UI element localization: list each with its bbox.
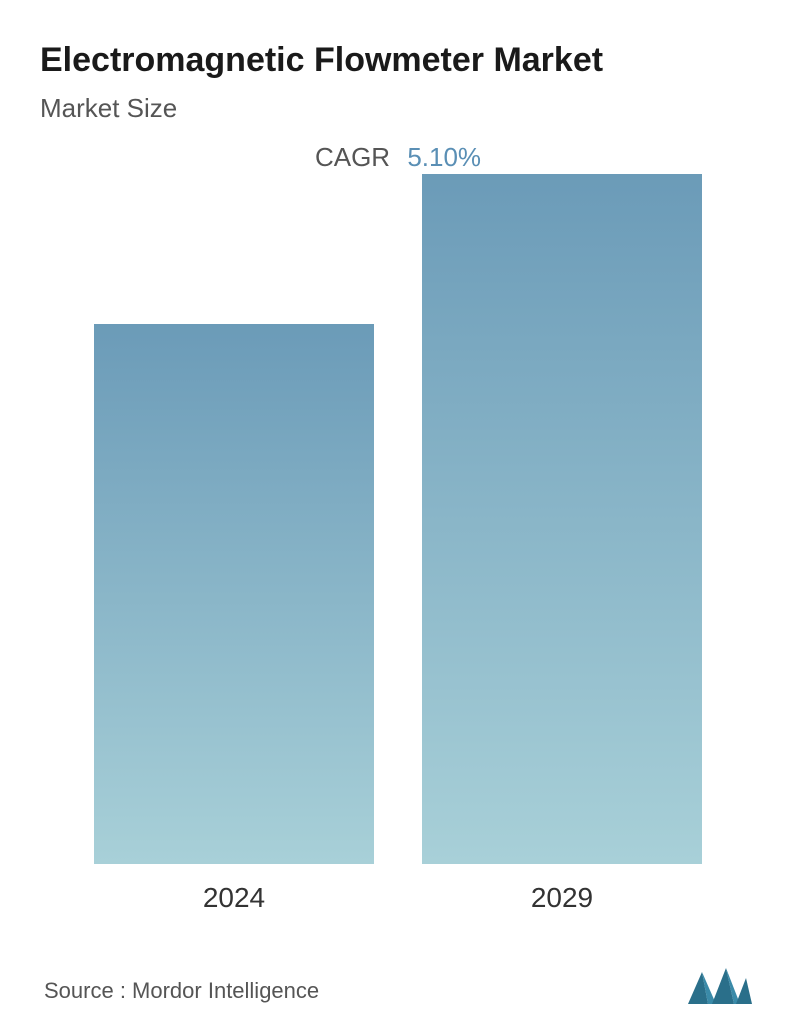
bar-1 xyxy=(422,174,702,864)
chart-subtitle: Market Size xyxy=(40,93,756,124)
chart-container: Electromagnetic Flowmeter Market Market … xyxy=(0,0,796,1034)
cagr-row: CAGR 5.10% xyxy=(40,142,756,173)
bar-group-0: 2024 xyxy=(94,324,374,914)
bar-label-0: 2024 xyxy=(203,882,265,914)
bar-label-1: 2029 xyxy=(531,882,593,914)
brand-logo-icon xyxy=(688,964,752,1004)
bar-group-1: 2029 xyxy=(422,174,702,914)
footer: Source : Mordor Intelligence xyxy=(40,964,756,1004)
cagr-label: CAGR xyxy=(315,142,390,172)
bar-0 xyxy=(94,324,374,864)
source-text: Source : Mordor Intelligence xyxy=(44,978,319,1004)
cagr-value: 5.10% xyxy=(407,142,481,172)
chart-title: Electromagnetic Flowmeter Market xyxy=(40,40,756,81)
chart-plot-area: 2024 2029 xyxy=(40,193,756,914)
